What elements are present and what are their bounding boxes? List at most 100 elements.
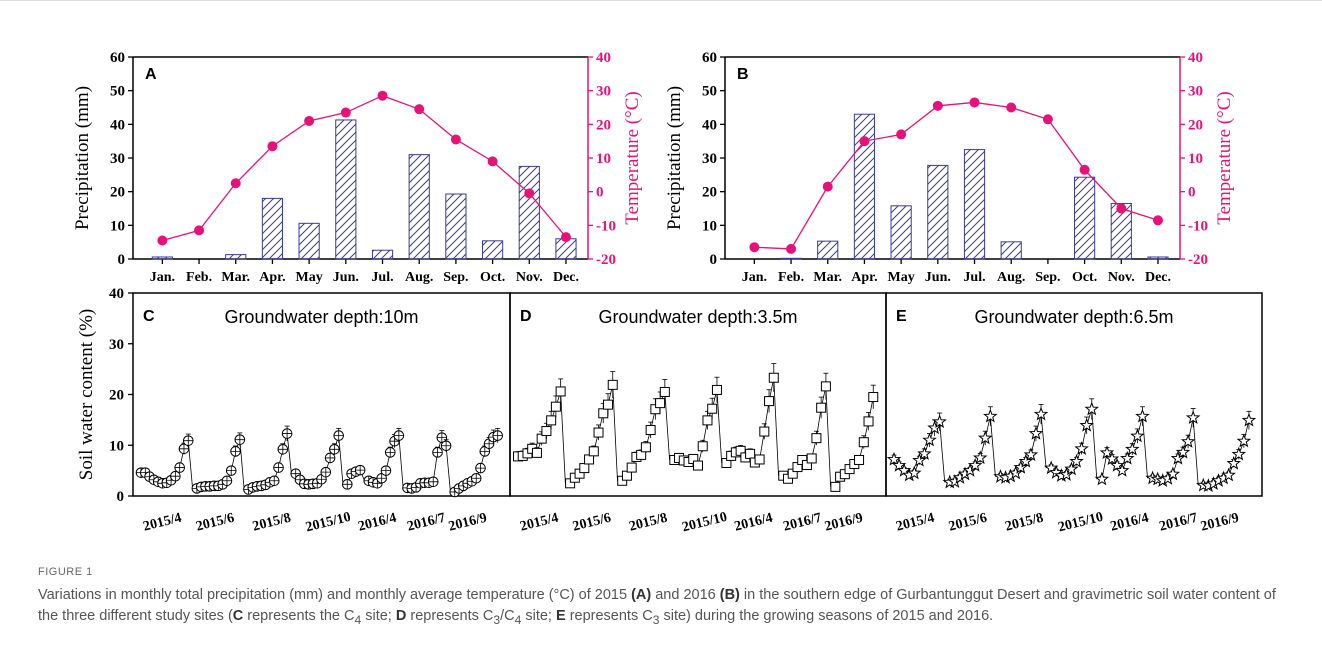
x-tick-label: Sep. <box>443 270 468 285</box>
caption-text: site) during the growing seasons of 2015… <box>659 608 994 624</box>
data-point <box>1028 425 1044 440</box>
precip-bar <box>518 165 540 260</box>
swc-y-tick-label: 0 <box>117 489 125 505</box>
y-tick-label: 50 <box>110 84 125 100</box>
series-drop <box>939 421 946 483</box>
data-point <box>1236 433 1252 448</box>
precip-bar <box>151 256 173 260</box>
data-point <box>917 446 932 461</box>
x-tick-label: Dec. <box>553 270 579 285</box>
series-drop <box>1192 417 1199 486</box>
data-point-cross <box>432 447 443 458</box>
temperature-point <box>230 178 241 189</box>
temperature-line <box>162 95 567 242</box>
data-point <box>886 451 902 466</box>
y2-tick-label: 0 <box>596 185 604 201</box>
precip-bar <box>482 240 504 260</box>
data-point <box>907 465 922 480</box>
precip-bar <box>225 254 247 260</box>
x-tick-label: Dec. <box>1145 270 1171 285</box>
y-tick-label: 10 <box>110 218 125 234</box>
data-point <box>854 454 865 465</box>
precip-bar <box>927 164 949 260</box>
y-tick-label: 60 <box>110 50 125 66</box>
data-point-cross <box>174 462 185 473</box>
data-point <box>983 408 998 423</box>
data-point-cross <box>471 473 482 484</box>
data-point <box>546 415 557 426</box>
figure-caption: Variations in monthly total precipitatio… <box>38 585 1288 631</box>
x-tick-label: 2015/10 <box>304 510 352 536</box>
data-point <box>811 433 822 444</box>
x-tick-label: 2016/7 <box>406 511 447 535</box>
caption-text: site; <box>521 608 556 624</box>
data-point-cross <box>385 447 396 458</box>
y-tick-label: 0 <box>710 252 718 268</box>
x-tick-label: 2016/4 <box>733 511 774 535</box>
temperature-point <box>487 156 498 167</box>
series-drop <box>445 445 451 492</box>
data-point-cross <box>342 479 353 490</box>
data-point <box>978 430 993 445</box>
precip-bar <box>1000 241 1022 260</box>
data-point <box>1018 453 1034 468</box>
series-drop <box>612 384 618 481</box>
temperature-point <box>267 141 278 152</box>
series-drop <box>1091 409 1098 480</box>
data-point <box>702 415 713 426</box>
figure-svg: 0 10 20 30 40 50 60 -20 -10 0 10 20 30 40 Precipitatio… <box>72 50 1263 536</box>
data-point <box>912 452 927 467</box>
x-tick-label: 2015/4 <box>142 511 183 535</box>
x-tick-label: Jan. <box>150 270 175 285</box>
caption-ref: E <box>556 608 566 624</box>
temperature-line <box>754 101 1159 250</box>
series-drop <box>338 435 344 485</box>
x-tick-label: May <box>296 270 323 285</box>
series-drop <box>1040 414 1047 469</box>
data-point <box>555 386 566 397</box>
data-point <box>972 450 988 465</box>
temperature-point <box>969 97 980 108</box>
temperature-point <box>932 100 943 111</box>
x-tick-label: 2015/10 <box>1057 510 1105 536</box>
top-divider <box>0 0 1322 1</box>
x-tick-label: Feb. <box>186 270 212 285</box>
data-point <box>1130 428 1145 443</box>
data-point-cross <box>269 475 280 486</box>
temperature-point <box>1042 114 1053 125</box>
x-tick-label: 2015/4 <box>895 511 936 535</box>
x-tick-label: Jul. <box>371 270 393 285</box>
y-tick-label: 20 <box>110 185 125 201</box>
caption-text: represents the C <box>243 608 355 624</box>
data-point <box>764 396 775 407</box>
temperature-point <box>414 104 425 115</box>
swc-y-tick-label: 30 <box>109 337 124 353</box>
precip-bar <box>890 205 912 260</box>
precip-bar <box>853 113 876 260</box>
data-point <box>927 420 942 435</box>
data-point <box>655 398 666 409</box>
data-point-cross <box>226 465 237 476</box>
series-drop <box>716 389 723 464</box>
x-tick-label: Nov. <box>1108 270 1135 285</box>
x-tick-label: Aug. <box>997 270 1025 285</box>
precip-bar <box>335 119 357 260</box>
data-point <box>711 384 722 395</box>
x-tick-label: 2016/4 <box>357 511 398 535</box>
temperature-point <box>377 90 388 101</box>
temperature-point <box>1116 203 1127 214</box>
x-tick-label: 2016/9 <box>447 511 488 535</box>
y2-tick-label: 10 <box>596 151 611 167</box>
caption-text: represents C <box>565 608 653 624</box>
x-tick-label: 2015/8 <box>1004 511 1045 535</box>
x-tick-label: Jun. <box>333 270 359 285</box>
data-point <box>607 379 618 390</box>
temperature-point <box>749 242 760 253</box>
data-point <box>1094 471 1110 486</box>
data-point <box>806 453 817 464</box>
precip-bar <box>817 240 839 260</box>
panel-letter: A <box>145 66 157 83</box>
y2-tick-label: 40 <box>1188 50 1203 66</box>
precip-bar <box>963 149 986 260</box>
data-point <box>754 454 765 465</box>
